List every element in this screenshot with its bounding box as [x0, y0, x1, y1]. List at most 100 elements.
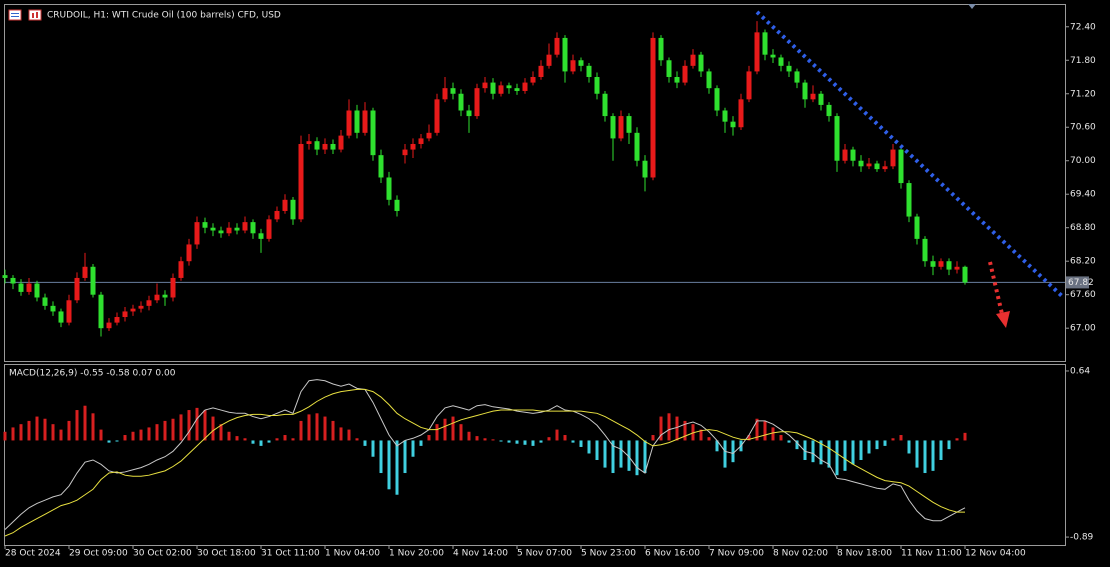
x-tick-label: 5 Nov 23:00 [581, 549, 636, 559]
candle-body [578, 60, 584, 66]
candle-body [18, 283, 24, 292]
chart-icon-bar [36, 12, 38, 18]
candle-body [666, 60, 672, 78]
histogram-bar [555, 429, 559, 441]
histogram-bar [267, 440, 271, 443]
histogram-bar [947, 440, 951, 450]
histogram-bar [507, 440, 511, 443]
histogram-bar [259, 440, 263, 446]
candle-body [434, 99, 440, 133]
candle-body [834, 116, 840, 161]
window-icon[interactable] [8, 9, 22, 21]
candle-body [530, 77, 536, 83]
histogram-bar [283, 435, 287, 441]
histogram-bar [691, 424, 695, 441]
histogram-bar [427, 435, 431, 441]
chart-icon[interactable] [28, 9, 42, 21]
histogram-bar [787, 440, 791, 443]
candle-body [402, 149, 408, 156]
candle-body [290, 199, 296, 220]
candle-body [322, 143, 328, 150]
candle-body [690, 54, 696, 66]
histogram-bar [75, 410, 79, 441]
histogram-bar [203, 410, 207, 441]
x-tick-label: 30 Oct 02:00 [133, 549, 192, 559]
histogram-bar [299, 420, 303, 441]
histogram-bar [763, 420, 767, 441]
histogram-bar [899, 435, 903, 441]
histogram-bar [579, 440, 583, 447]
histogram-bar [123, 435, 127, 441]
histogram-bar [491, 439, 495, 441]
x-tick-label: 1 Nov 04:00 [325, 549, 380, 559]
x-tick-label: 7 Nov 09:00 [709, 549, 764, 559]
histogram-bar [331, 420, 335, 441]
macd-panel [4, 364, 1066, 546]
histogram-bar [771, 427, 775, 441]
candle-body [786, 65, 792, 72]
candle-body [74, 277, 80, 301]
histogram-bar [179, 414, 183, 441]
candle-body [570, 60, 576, 72]
candle-body [386, 177, 392, 200]
histogram-bar [715, 440, 719, 452]
histogram-bar [387, 440, 391, 490]
histogram-bar [155, 424, 159, 441]
window-icon-line [11, 13, 19, 14]
candle-body [186, 244, 192, 262]
candle-body [426, 132, 432, 139]
candle-body [378, 155, 384, 178]
histogram-bar [163, 420, 167, 441]
x-tick-label: 12 Nov 04:00 [965, 549, 1026, 559]
y-tick-label: 67.00 [1070, 324, 1096, 334]
candle-body [274, 210, 280, 220]
candle-body [698, 54, 704, 72]
candle-body [410, 143, 416, 150]
x-tick-label: 31 Oct 11:00 [261, 549, 320, 559]
shift-marker[interactable] [968, 4, 976, 9]
candle-body [706, 71, 712, 89]
histogram-bar [515, 440, 519, 444]
histogram-bar [291, 438, 295, 441]
candle-body [498, 85, 504, 94]
indicator-title: MACD(12,26,9) -0.55 -0.58 0.07 0.00 [9, 369, 176, 379]
y-tick-label: 71.80 [1070, 56, 1096, 66]
histogram-bar [403, 440, 407, 474]
candle-body [194, 222, 200, 245]
candle-body [2, 275, 8, 278]
candle-body [298, 143, 304, 220]
histogram-bar [323, 416, 327, 441]
histogram-bar [883, 440, 887, 446]
candle-body [842, 149, 848, 161]
histogram-bar [43, 418, 47, 441]
histogram-bar [963, 432, 967, 441]
down-arrow[interactable] [988, 261, 1004, 315]
candle-body [746, 71, 752, 100]
candle-body [218, 230, 224, 234]
candle-body [922, 238, 928, 262]
histogram-bar [819, 440, 823, 465]
histogram-bar [51, 424, 55, 441]
candle-body [66, 300, 72, 323]
candle-body [874, 163, 880, 170]
histogram-bar [499, 440, 503, 442]
histogram-bar [371, 440, 375, 457]
candle-body [170, 277, 176, 298]
histogram-bar [171, 418, 175, 441]
candle-body [138, 305, 144, 309]
candle-body [146, 300, 152, 306]
histogram-bar [363, 440, 367, 446]
candle-body [658, 37, 664, 61]
candle-body [258, 233, 264, 239]
candle-body [610, 116, 616, 139]
histogram-bar [731, 440, 735, 463]
y-tick-label: 0.64 [1070, 366, 1090, 376]
candle-body [338, 135, 344, 150]
candle-body [634, 132, 640, 161]
candle-body [202, 222, 208, 228]
histogram-bar [827, 440, 831, 468]
histogram-bar [91, 413, 95, 441]
candle-body [826, 104, 832, 117]
histogram-bar [891, 438, 895, 441]
